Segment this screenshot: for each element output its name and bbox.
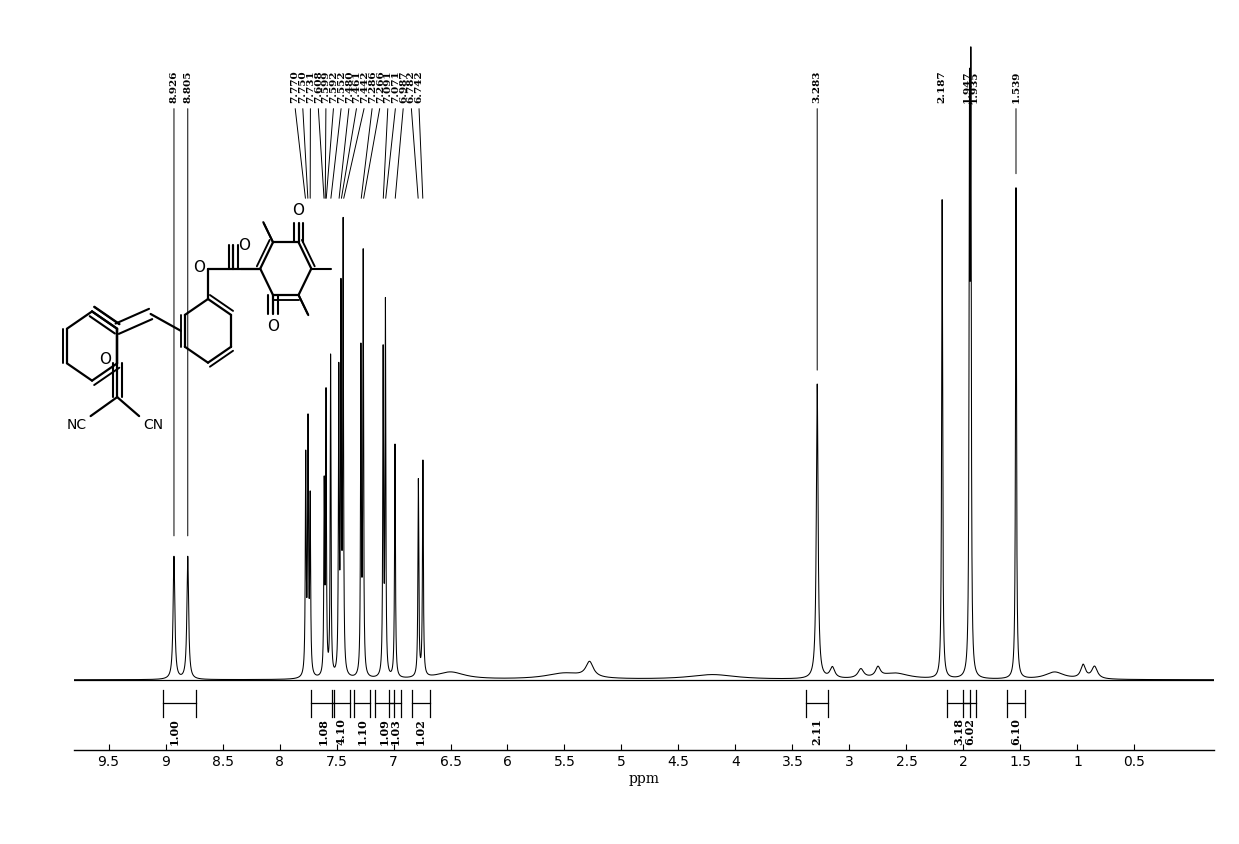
Text: CN: CN (144, 418, 164, 432)
Text: O: O (99, 353, 110, 367)
Text: 7.461: 7.461 (352, 70, 362, 103)
Text: 1.539: 1.539 (1011, 70, 1021, 103)
X-axis label: ppm: ppm (628, 772, 660, 786)
Text: 1.02: 1.02 (415, 718, 426, 744)
Text: 1.09: 1.09 (379, 718, 390, 744)
Text: 7.442: 7.442 (361, 70, 369, 103)
Text: O: O (193, 260, 206, 275)
Text: 6.782: 6.782 (406, 70, 415, 103)
Text: 4.10: 4.10 (336, 718, 347, 744)
Text: 7.480: 7.480 (344, 70, 353, 103)
Text: 8.926: 8.926 (170, 70, 178, 103)
Text: 7.750: 7.750 (299, 70, 307, 103)
Text: 7.608: 7.608 (313, 70, 322, 103)
Text: 7.770: 7.770 (290, 70, 300, 103)
Text: 1.08: 1.08 (317, 718, 328, 744)
Text: 6.742: 6.742 (414, 70, 424, 103)
Text: 1.10: 1.10 (357, 718, 367, 744)
Text: 7.731: 7.731 (306, 70, 315, 103)
Text: O: O (268, 319, 279, 334)
Text: 6.10: 6.10 (1011, 718, 1021, 744)
Text: 7.592: 7.592 (330, 70, 338, 103)
Text: 1.03: 1.03 (389, 718, 400, 744)
Text: 7.286: 7.286 (368, 70, 377, 103)
Text: 3.18: 3.18 (953, 718, 964, 745)
Text: NC: NC (66, 418, 87, 432)
Text: 8.805: 8.805 (183, 70, 192, 103)
Text: O: O (292, 203, 305, 219)
Text: 7.599: 7.599 (321, 70, 331, 103)
Text: 3.283: 3.283 (813, 70, 821, 103)
Text: O: O (238, 238, 250, 253)
Text: 6.987: 6.987 (399, 70, 408, 103)
Text: 2.187: 2.187 (938, 70, 947, 103)
Text: 6.02: 6.02 (964, 718, 975, 744)
Text: 1.935: 1.935 (970, 70, 979, 103)
Text: 7.266: 7.266 (375, 70, 384, 103)
Text: 7.071: 7.071 (392, 70, 400, 103)
Text: 2.11: 2.11 (812, 718, 823, 744)
Text: 7.091: 7.091 (383, 70, 393, 103)
Text: 7.552: 7.552 (337, 70, 346, 103)
Text: 1.947: 1.947 (963, 70, 971, 103)
Text: 1.00: 1.00 (169, 718, 180, 744)
